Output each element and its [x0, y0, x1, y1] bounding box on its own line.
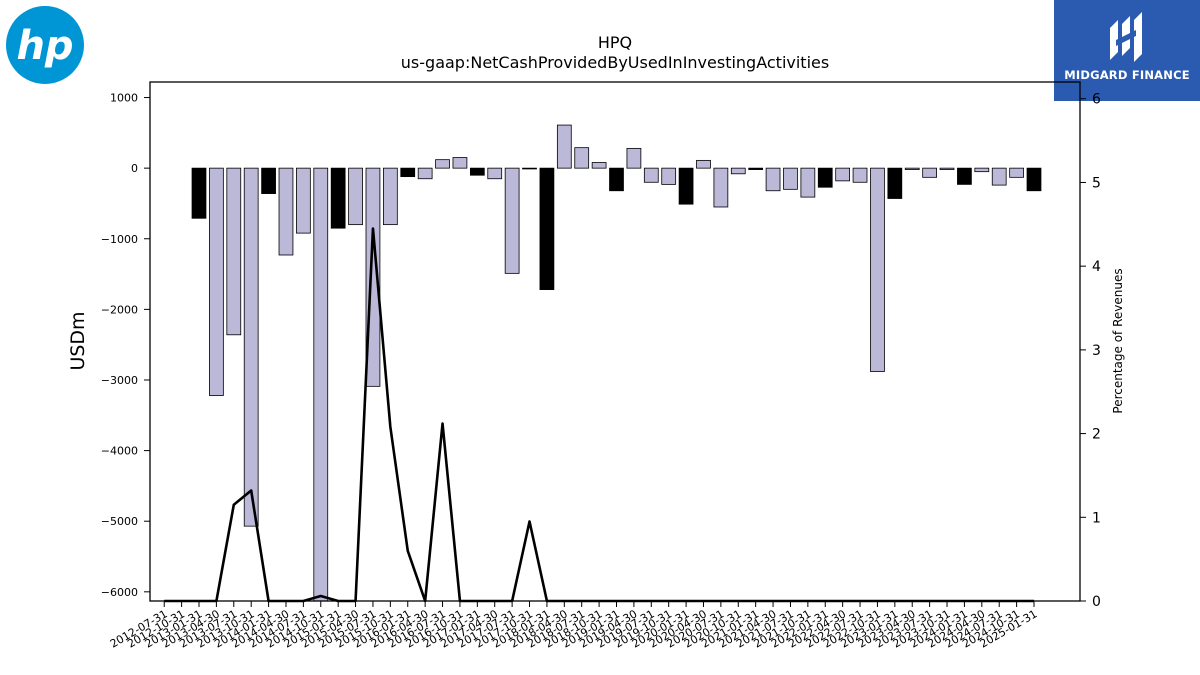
- y-tick-label: −3000: [101, 374, 138, 387]
- bar: [626, 147, 642, 169]
- revenue-pct-line: [164, 227, 1034, 603]
- midgard-emblem-icon: [1110, 12, 1142, 62]
- bar: [452, 157, 468, 169]
- bar: [504, 167, 520, 274]
- line-layer: [164, 227, 1034, 603]
- y2-axis-label: Percentage of Revenues: [1111, 268, 1125, 413]
- hp-logo: hp: [6, 6, 84, 84]
- bar: [522, 167, 537, 170]
- bar: [417, 167, 433, 180]
- bar: [313, 167, 329, 602]
- hp-logo-text: hp: [16, 23, 73, 69]
- bar: [904, 167, 920, 170]
- bar: [365, 167, 381, 387]
- bar: [574, 147, 590, 169]
- bar: [382, 167, 398, 226]
- bar: [783, 167, 798, 190]
- bar: [922, 167, 937, 178]
- y-axis-label: USDm: [67, 311, 89, 370]
- y2-tick-label: 1: [1092, 510, 1101, 526]
- bar: [191, 167, 207, 219]
- bar: [800, 167, 816, 198]
- bar: [939, 167, 955, 170]
- bar: [643, 167, 659, 183]
- y2-tick-label: 2: [1092, 427, 1101, 443]
- chart-title: HPQ: [598, 33, 632, 52]
- bar: [696, 159, 711, 169]
- bar: [713, 167, 729, 208]
- bar: [887, 167, 903, 199]
- bar: [469, 167, 485, 176]
- bar: [957, 167, 972, 185]
- bar: [296, 167, 311, 234]
- bar: [748, 167, 764, 170]
- bar: [1026, 167, 1042, 192]
- bar: [1009, 167, 1024, 178]
- bar: [278, 167, 294, 256]
- bar: [400, 167, 416, 178]
- bar: [974, 167, 990, 173]
- bar: [730, 167, 746, 175]
- bar: [765, 167, 781, 192]
- plot-frame: [149, 81, 1081, 602]
- chart-subtitle: us-gaap:NetCashProvidedByUsedInInvesting…: [401, 53, 829, 72]
- y-tick-label: 0: [131, 162, 138, 175]
- y-axis: 1000 0 −1000 −2000 −3000 −4000 −5000 −6000: [101, 92, 150, 599]
- y2-axis: 0 1 2 3 4 5 6: [1080, 92, 1101, 610]
- bar: [539, 167, 555, 290]
- y-tick-label: −5000: [101, 515, 138, 528]
- y-tick-label: −2000: [101, 303, 138, 316]
- publisher-name: MIDGARD FINANCE: [1064, 68, 1190, 82]
- y2-tick-label: 5: [1092, 175, 1101, 191]
- bar: [870, 167, 885, 372]
- bar: [261, 167, 276, 194]
- bar: [348, 167, 363, 226]
- y2-tick-label: 0: [1092, 594, 1101, 610]
- bar: [556, 124, 572, 169]
- bar: [852, 167, 868, 183]
- y-tick-label: −4000: [101, 445, 138, 458]
- bar: [835, 167, 851, 182]
- y-tick-label: 1000: [110, 92, 138, 105]
- bars-layer: [191, 124, 1042, 602]
- bar: [226, 167, 242, 336]
- bar: [661, 167, 677, 185]
- bar: [678, 167, 694, 205]
- bar: [591, 162, 607, 169]
- bar: [209, 167, 224, 396]
- bar: [609, 167, 624, 192]
- bar: [435, 159, 450, 169]
- bar: [991, 167, 1007, 186]
- bar: [243, 167, 259, 527]
- bar: [487, 167, 503, 180]
- y2-tick-label: 3: [1092, 343, 1101, 359]
- y2-tick-label: 6: [1092, 92, 1101, 108]
- bar: [817, 167, 833, 188]
- y-tick-label: −1000: [101, 233, 138, 246]
- y-tick-label: −6000: [101, 586, 138, 599]
- bar: [330, 167, 346, 229]
- y2-tick-label: 4: [1092, 259, 1101, 275]
- midgard-finance-logo: MIDGARD FINANCE: [1054, 0, 1200, 101]
- x-axis: 2012-07-312012-10-312013-01-312013-04-30…: [108, 601, 1040, 651]
